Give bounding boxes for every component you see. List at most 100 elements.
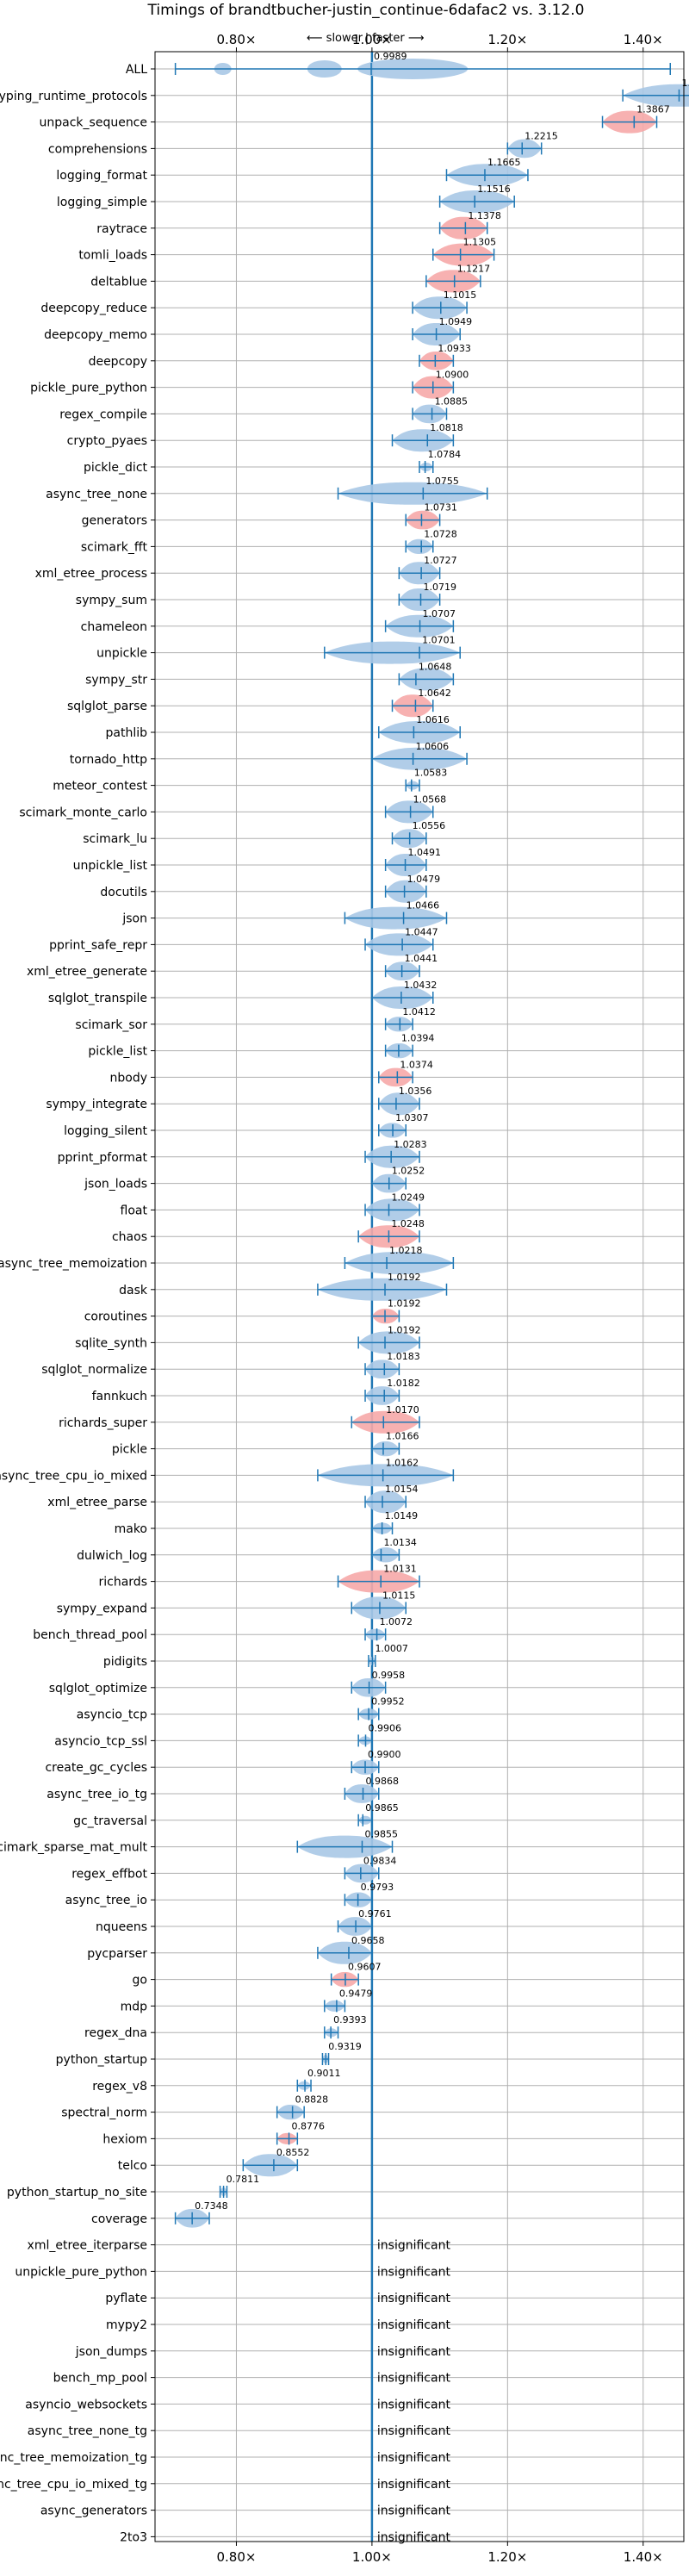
value-label-nqueens: 0.9761 xyxy=(358,1908,392,1920)
row-label-unpack-sequence: unpack_sequence xyxy=(40,116,147,130)
value-label-chaos: 1.0248 xyxy=(391,1218,425,1229)
value-label-pickle-dict: 1.0784 xyxy=(428,449,462,460)
row-label-pidigits: pidigits xyxy=(103,1655,147,1669)
x-tick-label-bottom-1-20: 1.20× xyxy=(487,2549,527,2565)
direction-slower-label: ⟵ slower xyxy=(307,32,363,45)
insignificant-label-json-dumps: insignificant xyxy=(377,2345,451,2359)
value-label-coroutines: 1.0192 xyxy=(388,1298,421,1310)
row-label-logging-silent: logging_silent xyxy=(64,1124,147,1138)
row-label-asyncio-tcp-ssl: asyncio_tcp_ssl xyxy=(54,1734,147,1748)
mark-layer: 0.9989 1.4530 1.3867 1.2215 1.1665 1.1516 1.13… xyxy=(174,51,689,2544)
row-label-scimark-fft: scimark_fft xyxy=(81,540,148,554)
row-label-pickle-list: pickle_list xyxy=(88,1045,147,1059)
row-label-deltablue: deltablue xyxy=(90,275,147,289)
value-label-python-startup-no-site: 0.7811 xyxy=(227,2174,260,2185)
row-label-coverage: coverage xyxy=(91,2212,147,2226)
value-label-mako: 1.0149 xyxy=(385,1510,419,1521)
row-label-telco: telco xyxy=(118,2159,147,2173)
insignificant-label-asyncio-websockets: insignificant xyxy=(377,2398,451,2411)
value-label-create-gc-cycles: 0.9900 xyxy=(368,1749,401,1760)
row-label-regex-effbot: regex_effbot xyxy=(71,1867,147,1881)
value-label-asyncio-tcp-ssl: 0.9906 xyxy=(368,1722,401,1733)
value-label-mdp: 0.9479 xyxy=(339,1988,373,1999)
row-label-sqlite-synth: sqlite_synth xyxy=(75,1336,147,1350)
value-label-json-loads: 1.0252 xyxy=(392,1166,425,1177)
insignificant-label-async-tree-cpu-io-mixed-tg: insignificant xyxy=(377,2478,451,2492)
direction-indicator: ⟵ slower | faster ⟶ xyxy=(307,32,425,45)
value-label-sympy-integrate: 1.0356 xyxy=(399,1086,432,1097)
x-tick-label-top-1-40: 1.40× xyxy=(624,32,663,47)
row-label-scimark-sparse-mat-mult: scimark_sparse_mat_mult xyxy=(0,1841,148,1855)
value-label-pickle-pure-python: 1.0900 xyxy=(436,370,469,381)
value-label-scimark-sparse-mat-mult: 0.9855 xyxy=(364,1829,398,1840)
row-label-regex-v8: regex_v8 xyxy=(92,2080,147,2094)
value-label-deepcopy-memo: 1.0949 xyxy=(439,316,473,327)
value-label-logging-format: 1.1665 xyxy=(487,157,521,168)
value-label-async-tree-cpu-io-mixed: 1.0162 xyxy=(386,1457,419,1468)
insignificant-label-async-tree-memoization-tg: insignificant xyxy=(377,2451,451,2465)
value-label-raytrace: 1.1378 xyxy=(468,210,501,221)
row-label-tornado-http: tornado_http xyxy=(70,753,147,767)
value-label-scimark-sor: 1.0412 xyxy=(402,1006,436,1017)
value-label-sqlglot-transpile: 1.0432 xyxy=(404,980,438,991)
value-label-typing-runtime-protocols: 1.4530 xyxy=(681,78,689,89)
value-label-xml-etree-generate: 1.0441 xyxy=(405,953,438,964)
value-label-float: 1.0249 xyxy=(391,1192,425,1203)
x-tick-label-bottom-1-00: 1.00× xyxy=(352,2549,392,2565)
row-label-pprint-pformat: pprint_pformat xyxy=(58,1151,148,1165)
row-label-regex-compile: regex_compile xyxy=(59,408,147,421)
value-label-logging-simple: 1.1516 xyxy=(477,184,511,195)
value-label-chameleon: 1.0707 xyxy=(423,608,456,619)
value-label-comprehensions: 1.2215 xyxy=(525,130,558,141)
row-label-xml-etree-iterparse: xml_etree_iterparse xyxy=(28,2239,147,2253)
insignificant-label-pyflate: insignificant xyxy=(377,2292,451,2305)
value-label-regex-dna: 0.9393 xyxy=(333,2014,367,2025)
value-label-pidigits: 1.0007 xyxy=(375,1643,408,1654)
row-label-mypy2: mypy2 xyxy=(106,2318,147,2332)
value-label-async-tree-io: 0.9793 xyxy=(361,1882,394,1893)
row-label-coroutines: coroutines xyxy=(84,1310,147,1324)
row-label-gc-traversal: gc_traversal xyxy=(73,1814,147,1828)
x-tick-label-top-1-20: 1.20× xyxy=(487,32,527,47)
value-label-sqlite-synth: 1.0192 xyxy=(388,1324,421,1335)
row-label-sympy-sum: sympy_sum xyxy=(76,594,147,607)
value-label-bench-thread-pool: 1.0072 xyxy=(380,1616,413,1627)
row-label-python-startup: python_startup xyxy=(56,2053,147,2067)
row-label-async-tree-none: async_tree_none xyxy=(46,488,147,501)
row-label-pprint-safe-repr: pprint_safe_repr xyxy=(49,938,147,952)
x-tick-label-bottom-0-80: 0.80× xyxy=(216,2549,256,2565)
row-label-unpickle-list: unpickle_list xyxy=(73,859,148,873)
row-label-richards-super: richards_super xyxy=(59,1416,147,1430)
row-label-mako: mako xyxy=(115,1522,147,1536)
row-label-async-tree-io-tg: async_tree_io_tg xyxy=(47,1788,147,1801)
row-label-pickle-pure-python: pickle_pure_python xyxy=(30,382,147,395)
value-label-tomli-loads: 1.1305 xyxy=(463,237,497,248)
value-label-deepcopy-reduce: 1.1015 xyxy=(444,289,477,301)
value-label-gc-traversal: 0.9865 xyxy=(365,1802,399,1814)
value-label-all: 0.9989 xyxy=(374,51,407,62)
value-label-deepcopy: 1.0933 xyxy=(438,343,471,354)
value-label-richards: 1.0131 xyxy=(383,1564,417,1575)
row-label-scimark-monte-carlo: scimark_monte_carlo xyxy=(19,806,147,819)
row-label-2to3: 2to3 xyxy=(120,2530,147,2544)
value-label-sqlglot-optimize: 0.9958 xyxy=(372,1670,406,1681)
row-label-chameleon: chameleon xyxy=(81,620,147,634)
row-label-sympy-expand: sympy_expand xyxy=(57,1602,147,1615)
row-label-dulwich-log: dulwich_log xyxy=(77,1549,147,1563)
row-label-async-tree-cpu-io-mixed-tg: async_tree_cpu_io_mixed_tg xyxy=(0,2478,147,2492)
value-label-scimark-lu: 1.0556 xyxy=(413,820,446,831)
value-label-telco: 0.8552 xyxy=(276,2147,310,2158)
row-label-unpickle-pure-python: unpickle_pure_python xyxy=(15,2265,147,2279)
value-label-xml-etree-parse: 1.0154 xyxy=(385,1484,419,1495)
chart-title: Timings of brandtbucher-justin_continue-… xyxy=(147,2,585,19)
value-label-logging-silent: 1.0307 xyxy=(395,1112,429,1123)
value-label-async-tree-none: 1.0755 xyxy=(425,476,458,487)
row-label-regex-dna: regex_dna xyxy=(84,2026,147,2040)
value-label-async-tree-io-tg: 0.9868 xyxy=(366,1776,400,1787)
row-label-sympy-str: sympy_str xyxy=(85,673,147,687)
row-label-fannkuch: fannkuch xyxy=(92,1390,147,1403)
value-label-unpickle: 1.0701 xyxy=(422,635,456,646)
value-label-scimark-monte-carlo: 1.0568 xyxy=(413,793,447,805)
row-label-comprehensions: comprehensions xyxy=(48,142,147,156)
